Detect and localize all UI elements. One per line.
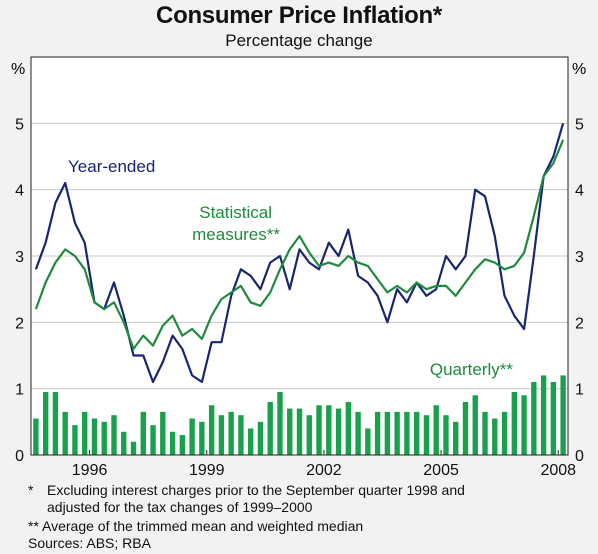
- quarterly-bar: [91, 418, 98, 455]
- annotation-statistical-line1: Statistical: [199, 203, 272, 222]
- quarterly-bar: [42, 391, 49, 455]
- annotation-statistical-line2: measures**: [192, 225, 280, 244]
- y-unit-right: %: [572, 61, 586, 78]
- x-tick-1999: 1999: [189, 462, 225, 479]
- footnote-1-marker: *: [28, 482, 34, 498]
- quarterly-bars: [33, 375, 566, 455]
- quarterly-bar: [33, 418, 39, 455]
- y-tick-left-3: 3: [15, 249, 24, 266]
- quarterly-bar: [150, 425, 156, 455]
- quarterly-bar: [472, 395, 478, 455]
- quarterly-bar: [82, 411, 88, 455]
- y-tick-right-1: 1: [575, 382, 584, 399]
- quarterly-bar: [404, 411, 410, 455]
- quarterly-bar: [189, 418, 195, 455]
- y-tick-left-2: 2: [15, 315, 24, 332]
- quarterly-bar: [345, 401, 352, 455]
- quarterly-bar: [355, 411, 361, 455]
- quarterly-bar: [199, 421, 205, 455]
- quarterly-bar: [277, 391, 283, 455]
- quarterly-bar: [140, 411, 146, 455]
- quarterly-bar: [550, 382, 557, 455]
- x-tick-2002: 2002: [306, 462, 342, 479]
- y-tick-left-4: 4: [15, 183, 24, 200]
- quarterly-bar: [306, 415, 312, 455]
- quarterly-bar: [287, 408, 293, 455]
- quarterly-bar: [521, 395, 527, 455]
- quarterly-bar: [228, 411, 234, 455]
- quarterly-bar: [413, 411, 420, 455]
- quarterly-bar: [560, 375, 566, 455]
- quarterly-bar: [296, 408, 303, 455]
- chart-subtitle: Percentage change: [225, 31, 373, 50]
- y-tick-right-5: 5: [575, 116, 584, 133]
- quarterly-bar: [365, 428, 371, 455]
- quarterly-bar: [72, 425, 78, 455]
- quarterly-bar: [384, 411, 391, 455]
- quarterly-bar: [101, 421, 107, 455]
- x-tick-2005: 2005: [423, 462, 459, 479]
- quarterly-bar: [62, 411, 68, 455]
- quarterly-bar: [453, 421, 459, 455]
- quarterly-bar: [482, 411, 488, 455]
- plot-frame: [30, 56, 569, 456]
- quarterly-bar: [247, 428, 254, 455]
- footnote-1-line-1: Excluding interest charges prior to the …: [47, 482, 465, 498]
- quarterly-bar: [267, 401, 273, 455]
- quarterly-bar: [374, 411, 381, 455]
- y-unit-left: %: [11, 61, 25, 78]
- quarterly-bar: [218, 415, 225, 455]
- y-tick-right-3: 3: [575, 249, 584, 266]
- quarterly-bar: [257, 421, 264, 455]
- y-tick-right-0: 0: [575, 448, 584, 465]
- annotation-year-ended: Year-ended: [68, 157, 155, 176]
- quarterly-bar: [179, 435, 186, 455]
- y-tick-right-4: 4: [575, 183, 584, 200]
- quarterly-bar: [52, 391, 59, 455]
- quarterly-bar: [394, 411, 400, 455]
- x-tick-1996: 1996: [72, 462, 108, 479]
- quarterly-bar: [169, 431, 176, 455]
- tick-labels: 0 0 1 1 2 2 3 3 4 4 5 5 1996 1999 2002 2005 2008: [15, 116, 584, 479]
- quarterly-bar: [423, 415, 430, 455]
- quarterly-bar: [511, 391, 517, 455]
- sources-note: Sources: ABS; RBA: [28, 535, 151, 551]
- gridlines: [31, 122, 568, 390]
- quarterly-bar: [316, 405, 322, 455]
- statistical-measures-line: [34, 139, 565, 350]
- quarterly-bar: [492, 418, 498, 455]
- y-tick-right-2: 2: [575, 315, 584, 332]
- footnote-1-line-2: adjusted for the tax changes of 1999–200…: [47, 499, 313, 515]
- quarterly-bar: [130, 441, 137, 455]
- quarterly-bar: [462, 401, 469, 455]
- chart-title: Consumer Price Inflation*: [156, 2, 442, 29]
- quarterly-bar: [433, 405, 439, 455]
- y-tick-left-0: 0: [15, 448, 24, 465]
- x-tick-2008: 2008: [540, 462, 576, 479]
- quarterly-bar: [501, 411, 508, 455]
- quarterly-bar: [531, 382, 537, 455]
- quarterly-bar: [443, 415, 449, 455]
- series-lines: [34, 122, 565, 384]
- year-ended-line: [34, 122, 565, 384]
- quarterly-bar: [160, 411, 166, 455]
- quarterly-bar: [540, 375, 547, 455]
- footnote-2: ** Average of the trimmed mean and weigh…: [28, 518, 364, 534]
- quarterly-bar: [121, 431, 127, 455]
- quarterly-bar: [238, 415, 244, 455]
- y-tick-left-5: 5: [15, 116, 24, 133]
- annotation-quarterly: Quarterly**: [430, 360, 514, 379]
- quarterly-bar: [111, 415, 117, 455]
- quarterly-bar: [208, 405, 215, 455]
- quarterly-bar: [326, 405, 332, 455]
- quarterly-bar: [335, 408, 342, 455]
- y-tick-left-1: 1: [15, 382, 24, 399]
